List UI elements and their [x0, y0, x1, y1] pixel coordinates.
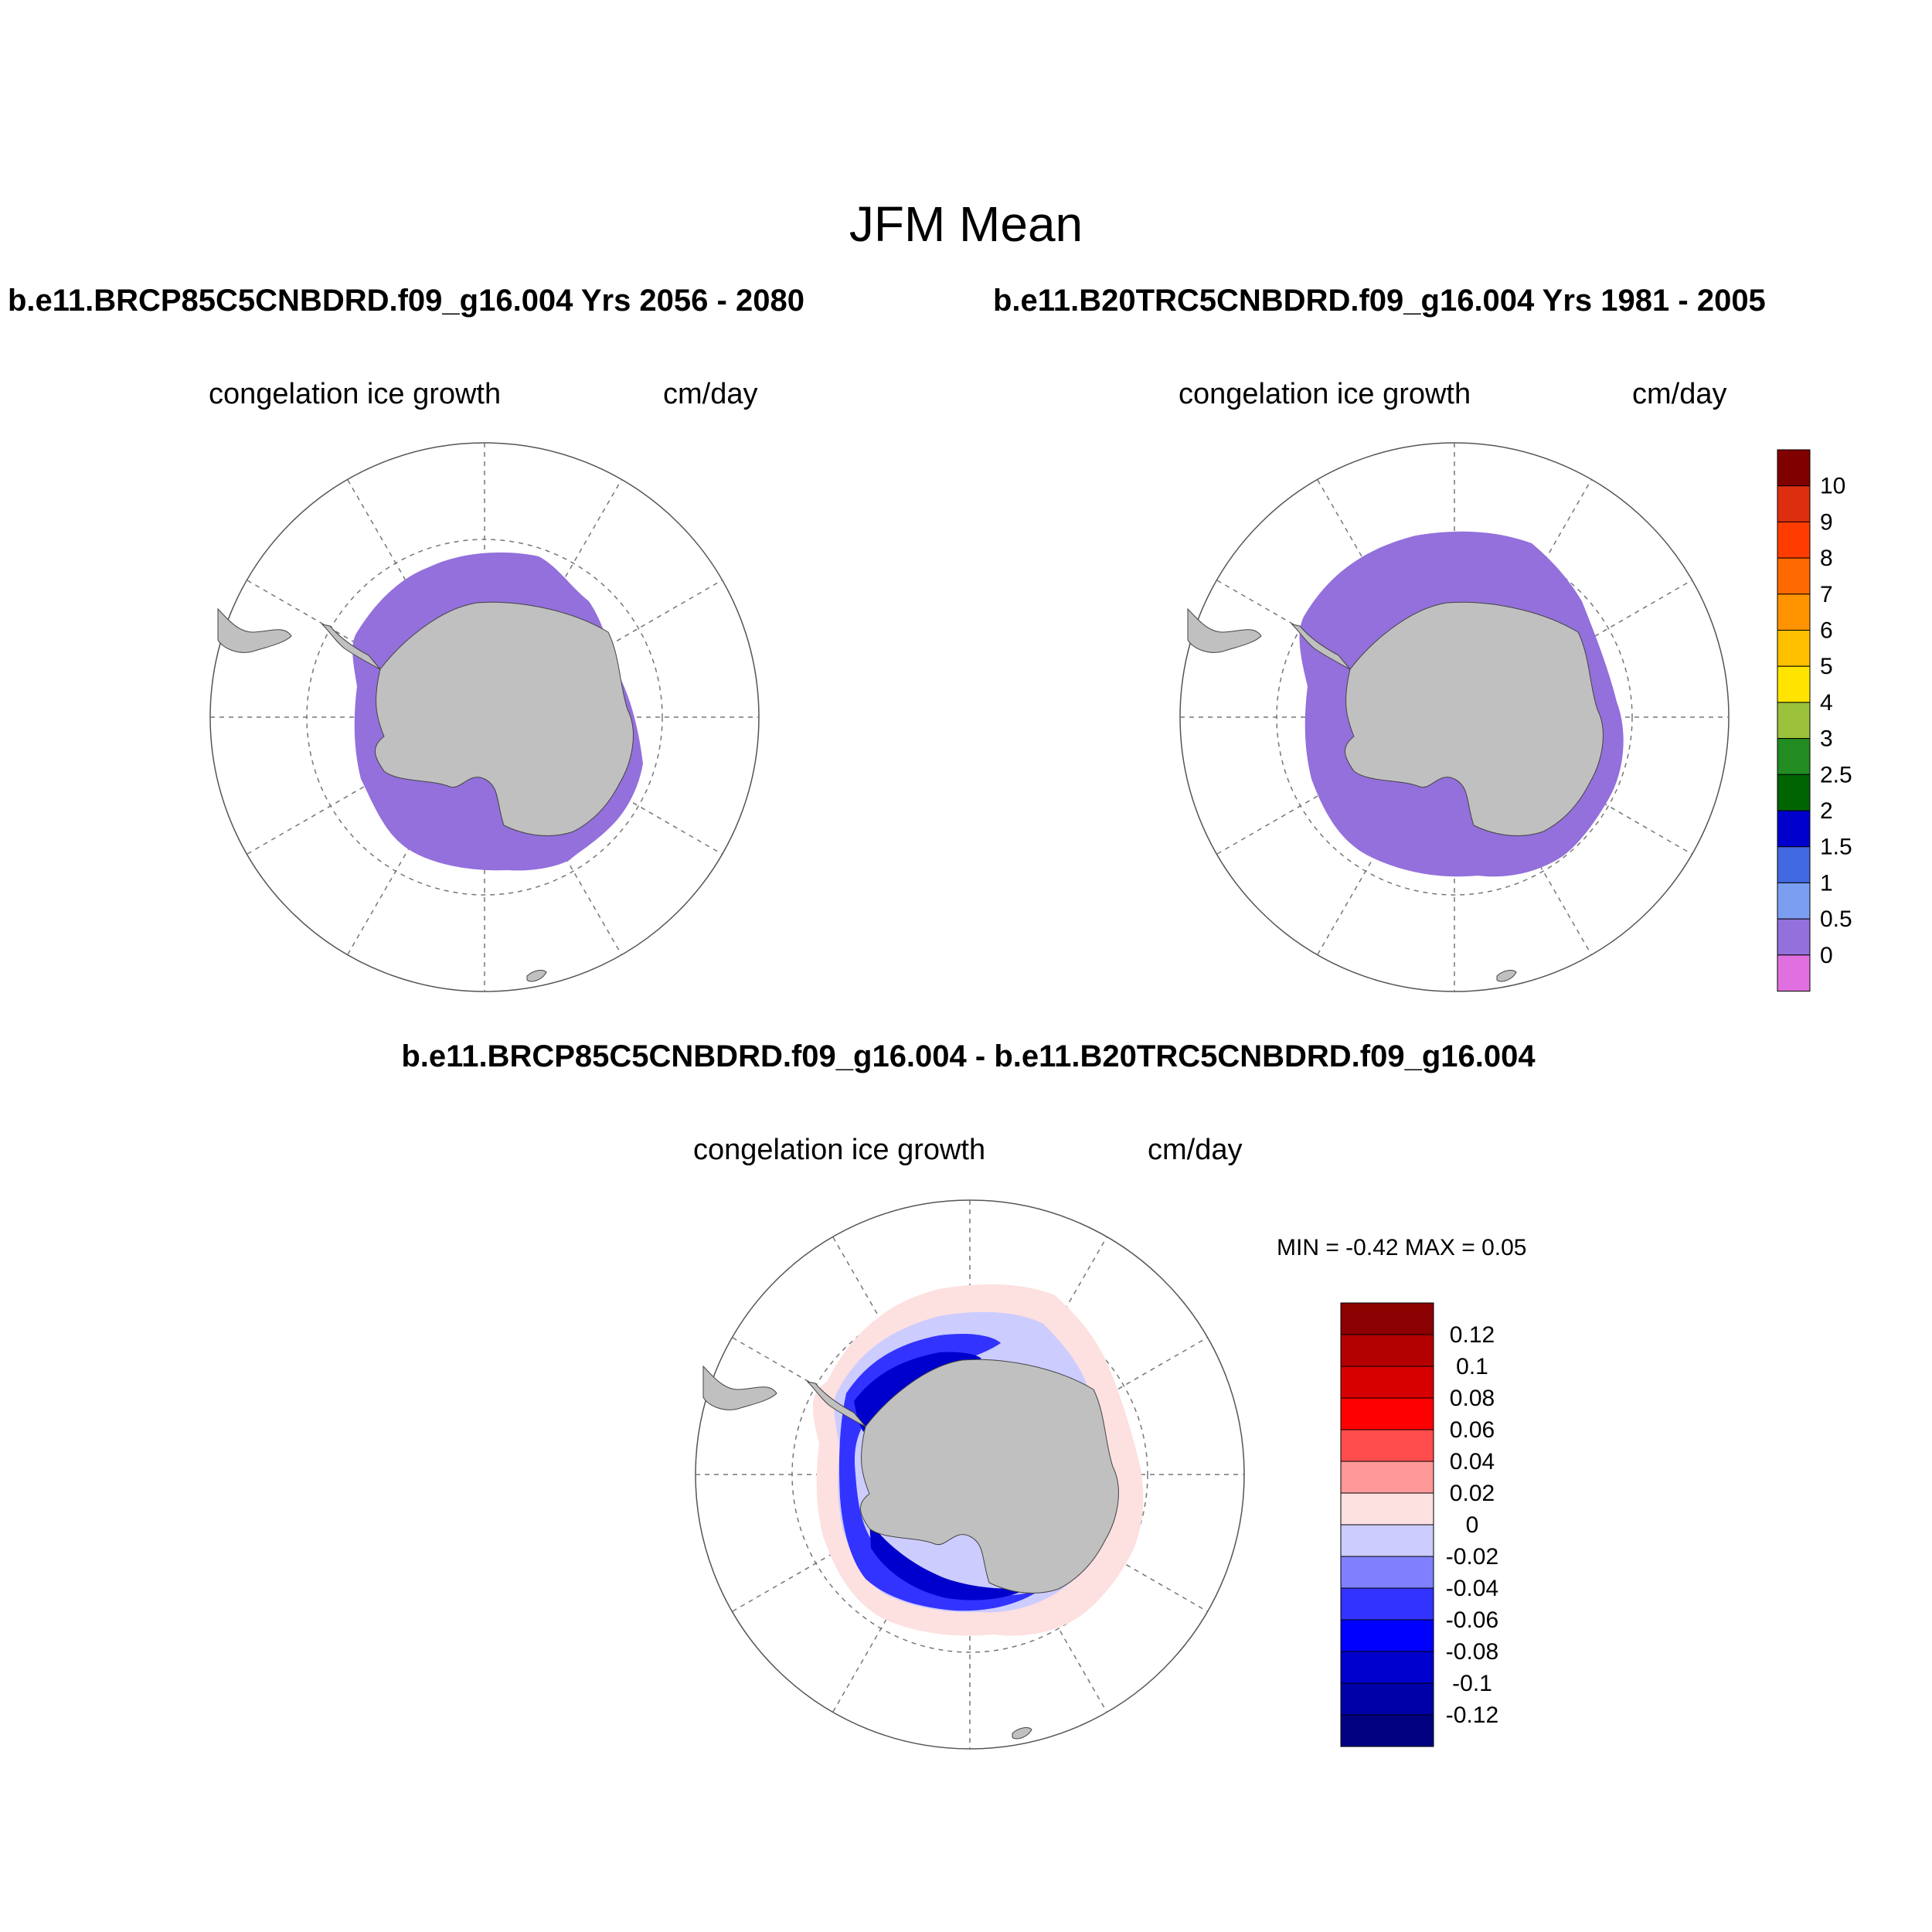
colorbar-diff-swatch-12: [1340, 1682, 1434, 1716]
panel-diff-case: b.e11.BRCP85C5CNBDRD.f09_g16.004 - b.e11…: [401, 1039, 1536, 1073]
colorbar-top-label-7: 3: [1820, 726, 1833, 752]
colorbar-diff-swatch-10: [1340, 1619, 1434, 1652]
colorbar-diff-swatch-0: [1340, 1302, 1434, 1335]
colorbar-diff-swatch-3: [1340, 1397, 1434, 1430]
colorbar-diff-label-7: -0.02: [1446, 1544, 1498, 1570]
colorbar-top-label-12: 0.5: [1820, 906, 1852, 932]
figure-title: JFM Mean: [849, 196, 1083, 252]
colorbar-top-label-6: 4: [1820, 690, 1833, 716]
panel-right-variable: congelation ice growth: [1179, 378, 1471, 410]
panel-diff-units: cm/day: [1148, 1134, 1242, 1166]
colorbar-top-swatch-4: [1777, 594, 1811, 631]
colorbar-diff-label-11: -0.1: [1452, 1671, 1492, 1696]
colorbar-top-label-9: 2: [1820, 798, 1833, 824]
colorbar-diff-swatch-7: [1340, 1524, 1434, 1557]
colorbar-top-swatch-1: [1777, 485, 1811, 522]
panel-diff-variable: congelation ice growth: [693, 1134, 985, 1166]
colorbar-top-swatch-7: [1777, 702, 1811, 740]
colorbar-diff-swatch-1: [1340, 1334, 1434, 1367]
colorbar-top-label-11: 1: [1820, 870, 1833, 896]
colorbar-top-label-1: 9: [1820, 509, 1833, 535]
colorbar-top-swatch-2: [1777, 521, 1811, 559]
colorbar-diff-label-12: -0.12: [1446, 1702, 1498, 1728]
colorbar-top-label-0: 10: [1820, 474, 1845, 499]
colorbar-diff-swatch-8: [1340, 1556, 1434, 1589]
map-right: [1179, 442, 1730, 992]
colorbar-top: 10 9 8 7 6 5 4 3 2.5 2 1.5 1 0.5 0: [1777, 449, 1852, 992]
colorbar-top-label-3: 7: [1820, 582, 1833, 607]
colorbar-diff-label-5: 0.02: [1450, 1481, 1495, 1506]
colorbar-top-swatch-3: [1777, 557, 1811, 595]
colorbar-diff-label-2: 0.08: [1450, 1386, 1495, 1411]
colorbar-diff-swatch-6: [1340, 1492, 1434, 1526]
colorbar-top-swatch-13: [1777, 918, 1811, 956]
minmax-readout: MIN = -0.42 MAX = 0.05: [1277, 1235, 1526, 1260]
colorbar-diff-label-10: -0.08: [1446, 1639, 1498, 1665]
colorbar-diff-label-9: -0.06: [1446, 1607, 1498, 1633]
colorbar-top-label-13: 0: [1820, 943, 1833, 968]
colorbar-top-label-8: 2.5: [1820, 762, 1852, 787]
colorbar-diff-swatch-11: [1340, 1651, 1434, 1684]
colorbar-top-swatch-12: [1777, 882, 1811, 920]
colorbar-diff-swatch-2: [1340, 1366, 1434, 1399]
colorbar-diff-label-0: 0.12: [1450, 1322, 1495, 1348]
colorbar-top-swatch-6: [1777, 665, 1811, 703]
colorbar-diff-swatch-13: [1340, 1714, 1434, 1747]
colorbar-diff-label-8: -0.04: [1446, 1576, 1498, 1601]
colorbar-top-label-10: 1.5: [1820, 835, 1852, 860]
colorbar-top-label-2: 8: [1820, 546, 1833, 571]
colorbar-diff-swatch-4: [1340, 1429, 1434, 1462]
colorbar-diff-swatch-5: [1340, 1461, 1434, 1494]
colorbar-top-swatch-14: [1777, 954, 1811, 992]
colorbar-top-label-4: 6: [1820, 618, 1833, 644]
colorbar-top-swatch-8: [1777, 738, 1811, 775]
colorbar-top-swatch-5: [1777, 630, 1811, 667]
colorbar-diff-label-3: 0.06: [1450, 1417, 1495, 1443]
map-left: [209, 442, 760, 992]
colorbar-top-swatch-11: [1777, 846, 1811, 883]
map-diff: [695, 1199, 1245, 1750]
panel-right-units: cm/day: [1632, 378, 1726, 410]
panel-left-variable: congelation ice growth: [209, 378, 501, 410]
colorbar-diff-label-1: 0.1: [1456, 1354, 1488, 1379]
colorbar-top-swatch-0: [1777, 449, 1811, 487]
panel-left-units: cm/day: [663, 378, 757, 410]
colorbar-top-swatch-9: [1777, 774, 1811, 811]
colorbar-diff-swatch-9: [1340, 1587, 1434, 1621]
colorbar-top-label-5: 5: [1820, 654, 1833, 679]
colorbar-diff-label-4: 0.04: [1450, 1449, 1495, 1475]
colorbar-diff-label-6: 0: [1466, 1512, 1479, 1538]
colorbar-diff: 0.12 0.1 0.08 0.06 0.04 0.02 0 -0.02 -0.04 -0.06 -…: [1340, 1302, 1498, 1747]
colorbar-top-swatch-10: [1777, 810, 1811, 848]
panel-left-case: b.e11.BRCP85C5CNBDRD.f09_g16.004 Yrs 205…: [8, 284, 804, 318]
panel-right-case: b.e11.B20TRC5CNBDRD.f09_g16.004 Yrs 1981…: [993, 284, 1766, 318]
